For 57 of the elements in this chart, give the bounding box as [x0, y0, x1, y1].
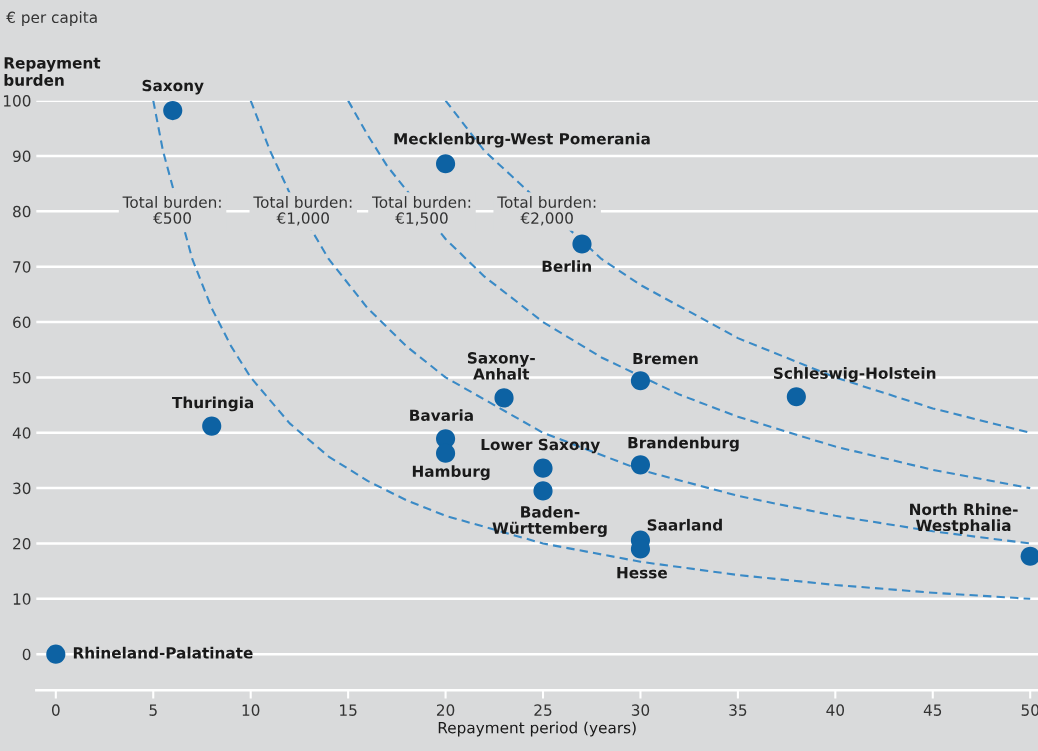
- y-tick-label: 80: [13, 205, 31, 218]
- annotation: Saarland: [647, 518, 722, 531]
- annotation: Thuringia: [172, 396, 254, 412]
- x-axis-title: Repayment period (years): [438, 721, 636, 737]
- point: [494, 388, 514, 408]
- y-tick-label: 10: [13, 593, 31, 605]
- y-tick-label: 100: [3, 95, 31, 107]
- x-tick-label: 45: [923, 704, 942, 716]
- annotation: Hesse: [617, 567, 667, 579]
- point: [533, 481, 553, 501]
- text: € per capita: [6, 11, 97, 27]
- point: [436, 154, 456, 174]
- y-axis-title: Repayment burden: [4, 57, 101, 86]
- annotation: Hamburg: [412, 465, 490, 481]
- annotation: Total burden: €2,000: [497, 196, 596, 226]
- annotation: Saxony- Anhalt: [467, 352, 535, 380]
- x-tick-label: 30: [631, 704, 650, 716]
- annotation: Total burden: €500: [122, 196, 221, 224]
- y-tick-label: 0: [22, 648, 31, 661]
- y-tick-label: 50: [13, 371, 31, 384]
- x-tick-label: 20: [436, 704, 455, 716]
- annotation: Rhineland-Palatinate: [73, 646, 253, 659]
- y-tick-label: 20: [13, 537, 31, 550]
- point: [533, 458, 553, 478]
- annotation: North Rhine- Westphalia: [910, 503, 1018, 535]
- point: [202, 416, 222, 436]
- point: [630, 371, 651, 391]
- annotation: Lower Saxony: [481, 438, 600, 454]
- y-tick-label: 30: [13, 482, 31, 495]
- x-tick-label: 25: [534, 704, 552, 716]
- point: [572, 234, 592, 254]
- x-tick-label: 5: [149, 704, 157, 716]
- point: [1020, 546, 1038, 566]
- x-tick-label: 0: [51, 704, 60, 716]
- annotation: Saxony: [142, 79, 204, 95]
- x-tick-label: 10: [242, 704, 260, 716]
- x-tick-label: 40: [826, 704, 845, 716]
- annotation: Brandenburg: [628, 436, 739, 452]
- annotation: Total burden: €1,500: [372, 196, 471, 226]
- annotation: Mecklenburg-West Pomerania: [394, 132, 650, 148]
- annotation: Total burden: €1,000: [253, 196, 352, 226]
- point: [436, 443, 456, 463]
- annotation: Berlin: [542, 260, 591, 273]
- y-tick-label: 40: [12, 427, 31, 439]
- point: [163, 101, 183, 121]
- y-tick-label: 90: [12, 150, 31, 163]
- y-tick-label: 60: [13, 316, 31, 329]
- x-tick-label: 15: [340, 704, 357, 716]
- annotation: Bavaria: [410, 409, 473, 422]
- y-tick-label: 70: [13, 261, 31, 273]
- x-tick-label: 50: [1021, 704, 1038, 716]
- point: [46, 644, 66, 664]
- annotation: Baden- Württemberg: [492, 505, 607, 537]
- point: [786, 387, 806, 407]
- annotation: Bremen: [633, 352, 698, 365]
- point: [630, 455, 651, 475]
- x-tick-label: 35: [729, 704, 747, 716]
